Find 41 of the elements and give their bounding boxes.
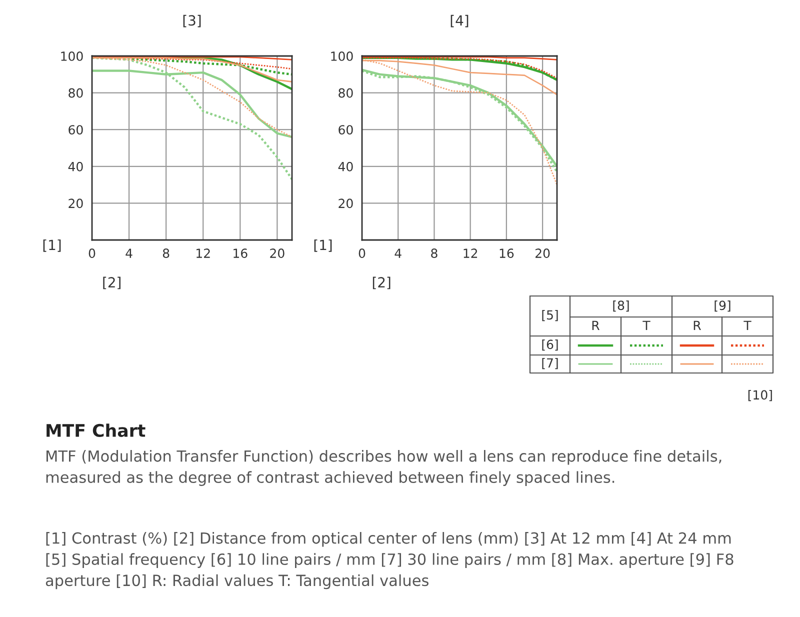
x-tick-label: 20 bbox=[270, 248, 284, 258]
x-tick-label: 4 bbox=[394, 248, 402, 258]
chart-title: [4] bbox=[450, 14, 468, 28]
y-tick-label: 60 bbox=[338, 125, 353, 135]
y-tick-label: 80 bbox=[68, 88, 83, 98]
text: [9] bbox=[714, 300, 730, 312]
x-tick-label: 16 bbox=[500, 248, 514, 258]
text: R bbox=[592, 320, 600, 330]
text: [7] bbox=[542, 358, 558, 370]
y-tick-label: 20 bbox=[338, 198, 353, 208]
text: [1] Contrast (%) [2] Distance from optical center of lens (mm) [3] At 12 mm [4] At 24 mm [5] Spatial frequency [6] 10 line pairs / mm [7] 30 line pairs / mm [8] Max. aperture [9] F8 aperture [10] R: Radial values T: Tangential values bbox=[46, 532, 734, 590]
x-tick-label: 0 bbox=[88, 248, 96, 258]
y-tick-label: 100 bbox=[331, 51, 353, 61]
y-tick-label: 100 bbox=[61, 51, 83, 61]
text: T bbox=[642, 320, 650, 330]
text: [5] bbox=[542, 310, 558, 322]
y-tick-label: 20 bbox=[68, 198, 83, 208]
text: MTF Chart bbox=[46, 424, 146, 438]
y-tick-label: 80 bbox=[338, 88, 353, 98]
text: [6] bbox=[542, 339, 558, 351]
x-tick-label: 8 bbox=[162, 248, 170, 258]
y-axis-title: [1] bbox=[43, 239, 61, 252]
text: T bbox=[744, 320, 752, 330]
x-tick-label: 16 bbox=[234, 248, 248, 258]
y-tick-label: 40 bbox=[68, 162, 83, 172]
x-tick-label: 12 bbox=[464, 248, 478, 258]
y-axis-title: [1] bbox=[314, 239, 332, 252]
text: R bbox=[694, 320, 701, 330]
x-tick-label: 0 bbox=[358, 248, 366, 258]
x-tick-label: 12 bbox=[196, 248, 210, 258]
x-axis-title: [2] bbox=[103, 276, 120, 290]
text: [10] bbox=[748, 390, 772, 402]
y-tick-label: 40 bbox=[338, 162, 353, 172]
chart-title: [3] bbox=[183, 14, 201, 28]
x-axis-title: [2] bbox=[372, 276, 390, 290]
x-tick-label: 4 bbox=[126, 248, 132, 258]
text: [8] bbox=[613, 300, 629, 312]
x-tick-label: 20 bbox=[536, 248, 550, 258]
y-tick-label: 60 bbox=[68, 125, 83, 135]
text: MTF (Modulation Transfer Function) describes how well a lens can reproduce fine details, measured as the degree of contrast achieved between finely spaced lines. bbox=[46, 450, 722, 486]
x-tick-label: 8 bbox=[431, 248, 438, 258]
